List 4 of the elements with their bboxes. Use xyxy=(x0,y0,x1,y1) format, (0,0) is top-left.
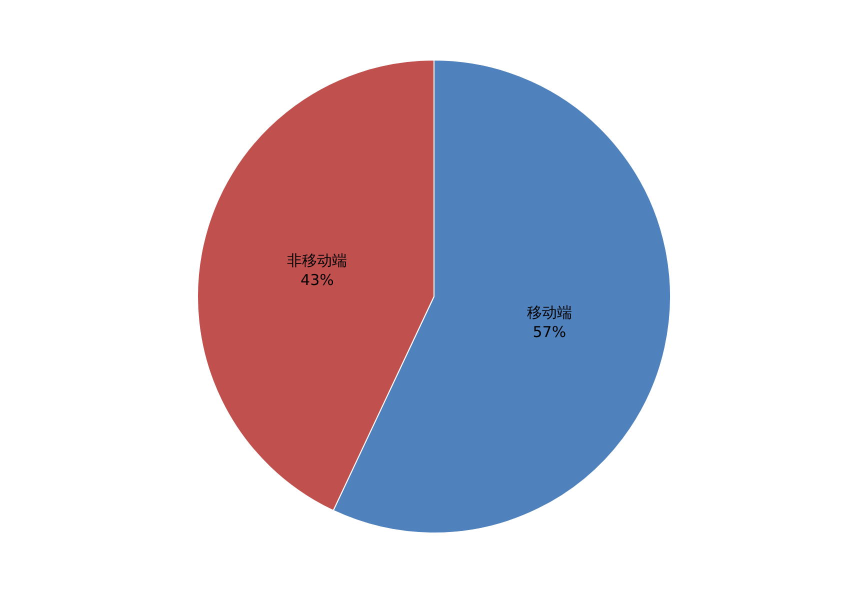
data-label: 57% xyxy=(532,323,566,342)
slice-label: 非移动端 xyxy=(287,252,348,270)
data-label: 43% xyxy=(300,271,334,290)
slice-label: 移动端 xyxy=(526,304,572,322)
